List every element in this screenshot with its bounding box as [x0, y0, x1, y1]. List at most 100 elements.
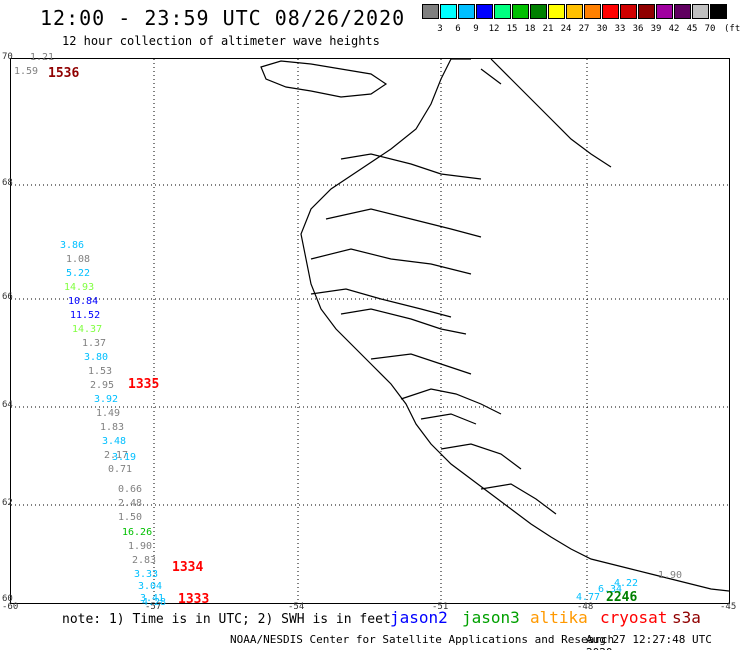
color-label: 27 — [578, 24, 590, 34]
wave-height-value: 1.53 — [88, 366, 113, 377]
wave-height-value: 14.37 — [72, 324, 103, 335]
satellite-legend-jason3: jason3 — [462, 608, 520, 627]
wave-height-value: 1.49 — [96, 408, 121, 419]
wave-height-value: 3.92 — [94, 394, 119, 405]
color-swatch — [710, 4, 727, 19]
wave-height-value: 5.22 — [66, 268, 91, 279]
pass-time-label: 1333 — [178, 592, 210, 607]
color-label: 3 — [437, 24, 443, 34]
wave-height-value: 3.86 — [60, 240, 85, 251]
color-swatch — [530, 4, 547, 19]
wave-height-value: 3.04 — [138, 581, 163, 592]
wave-height-value: 6.34 — [598, 584, 623, 595]
color-label: 18 — [524, 24, 536, 34]
pass-time-label: 2246 — [606, 590, 638, 605]
color-swatch — [656, 4, 673, 19]
satellite-legend-altika: altika — [530, 608, 588, 627]
lon-label-minus45: -45 — [720, 602, 737, 612]
color-label: 70 — [704, 24, 716, 34]
wave-height-value: 2.95 — [90, 380, 115, 391]
lat-label-62: 62 — [2, 498, 13, 508]
wave-height-value: 4.28 — [142, 597, 167, 608]
color-swatch — [692, 4, 709, 19]
wave-height-value: 4.77 — [576, 592, 601, 603]
map-subtitle: 12 hour collection of altimeter wave hei… — [62, 34, 380, 48]
footer-note: note: 1) Time is in UTC; 2) SWH is in fe… — [62, 612, 391, 627]
color-label: 42 — [668, 24, 680, 34]
wave-height-value: 1.50 — [118, 512, 143, 523]
wave-height-value: 3.80 — [84, 352, 109, 363]
timestamp-text: Aug 27 12:27:48 UTC 2020 — [586, 633, 712, 650]
wave-height-value: 3.33 — [134, 569, 159, 580]
color-swatch — [584, 4, 601, 19]
color-swatch — [494, 4, 511, 19]
wave-height-value: 16.26 — [122, 527, 153, 538]
lat-label-70: 70 — [2, 52, 13, 62]
color-label: 36 — [632, 24, 644, 34]
lat-label-60: 60 — [2, 594, 13, 604]
wave-height-value: 1.90 — [128, 541, 153, 552]
color-swatch — [566, 4, 583, 19]
color-label: 24 — [560, 24, 572, 34]
color-label: 30 — [596, 24, 608, 34]
map-title: 12:00 - 23:59 UTC 08/26/2020 — [40, 6, 406, 30]
wave-height-value: 2.17 — [104, 450, 129, 461]
lon-label-minus48: -48 — [577, 602, 594, 612]
credit-text: NOAA/NESDIS Center for Satellite Applica… — [230, 633, 615, 646]
lon-label-minus54: -54 — [288, 602, 305, 612]
color-label: 12 — [488, 24, 500, 34]
color-swatch — [422, 4, 439, 19]
wave-height-value: 4.22 — [614, 578, 639, 589]
satellite-legend-jason2: jason2 — [390, 608, 448, 627]
wave-height-value: 1.37 — [82, 338, 107, 349]
color-label: 9 — [473, 24, 479, 34]
wave-height-value: 1.21 — [30, 52, 55, 63]
lon-label-minus57: -57 — [145, 602, 162, 612]
pass-time-label: 1334 — [172, 560, 204, 575]
color-swatch — [602, 4, 619, 19]
color-label: 15 — [506, 24, 518, 34]
wave-height-value: 2.83 — [132, 555, 157, 566]
lon-label-minus60: -60 — [2, 602, 19, 612]
color-swatch — [476, 4, 493, 19]
color-swatch — [674, 4, 691, 19]
wave-height-value: 1.90 — [658, 570, 683, 581]
color-swatch — [638, 4, 655, 19]
wave-height-value: 3.48 — [102, 436, 127, 447]
wave-height-value: 3.41 — [140, 593, 165, 604]
color-unit: (ft) — [724, 24, 740, 34]
color-label: 21 — [542, 24, 554, 34]
wave-height-value: 11.52 — [70, 310, 101, 321]
wave-height-value: 14.93 — [64, 282, 95, 293]
lon-label-minus51: -51 — [432, 602, 449, 612]
wave-height-value: 2.48 — [118, 498, 143, 509]
color-label: 39 — [650, 24, 662, 34]
color-label: 33 — [614, 24, 626, 34]
wave-height-value: 1.59 — [14, 66, 39, 77]
color-label: 45 — [686, 24, 698, 34]
pass-time-label: 1536 — [48, 66, 80, 81]
pass-time-label: 1335 — [128, 377, 160, 392]
map-frame — [10, 58, 730, 604]
wave-height-value: 0.66 — [118, 484, 143, 495]
color-swatch — [548, 4, 565, 19]
lat-label-66: 66 — [2, 292, 13, 302]
coastline-map — [11, 58, 730, 603]
color-swatch — [458, 4, 475, 19]
wave-height-value: 1.08 — [66, 254, 91, 265]
satellite-legend-s3a: s3a — [672, 608, 701, 627]
color-swatch — [512, 4, 529, 19]
color-swatch — [620, 4, 637, 19]
lat-label-64: 64 — [2, 400, 13, 410]
wave-height-value: 1.83 — [100, 422, 125, 433]
wave-height-value: 0.71 — [108, 464, 133, 475]
color-swatch — [440, 4, 457, 19]
color-label: 6 — [455, 24, 461, 34]
wave-height-value: 10.84 — [68, 296, 99, 307]
lat-label-68: 68 — [2, 178, 13, 188]
greenland-coastline — [260, 58, 730, 592]
satellite-legend-cryosat: cryosat — [600, 608, 668, 627]
grid-lines — [11, 59, 729, 603]
wave-height-value: 3.19 — [112, 452, 137, 463]
